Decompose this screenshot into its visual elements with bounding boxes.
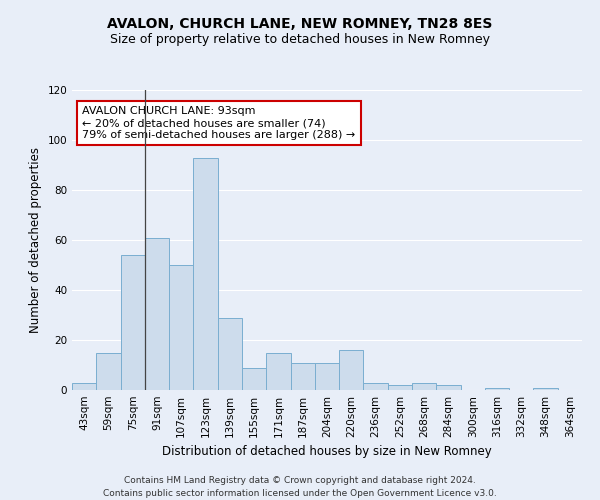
- Bar: [121, 255, 145, 390]
- Bar: [315, 362, 339, 390]
- Text: Contains HM Land Registry data © Crown copyright and database right 2024.: Contains HM Land Registry data © Crown c…: [124, 476, 476, 485]
- Bar: [388, 385, 412, 390]
- Text: Contains public sector information licensed under the Open Government Licence v3: Contains public sector information licen…: [103, 489, 497, 498]
- Bar: [412, 382, 436, 390]
- Bar: [145, 238, 169, 390]
- Bar: [218, 318, 242, 390]
- Text: Size of property relative to detached houses in New Romney: Size of property relative to detached ho…: [110, 32, 490, 46]
- Bar: [242, 368, 266, 390]
- Bar: [193, 158, 218, 390]
- Bar: [266, 352, 290, 390]
- Bar: [364, 382, 388, 390]
- Text: AVALON, CHURCH LANE, NEW ROMNEY, TN28 8ES: AVALON, CHURCH LANE, NEW ROMNEY, TN28 8E…: [107, 18, 493, 32]
- Bar: [290, 362, 315, 390]
- Bar: [72, 382, 96, 390]
- Text: AVALON CHURCH LANE: 93sqm
← 20% of detached houses are smaller (74)
79% of semi-: AVALON CHURCH LANE: 93sqm ← 20% of detac…: [82, 106, 355, 140]
- Bar: [339, 350, 364, 390]
- X-axis label: Distribution of detached houses by size in New Romney: Distribution of detached houses by size …: [162, 446, 492, 458]
- Bar: [169, 265, 193, 390]
- Bar: [436, 385, 461, 390]
- Bar: [485, 388, 509, 390]
- Y-axis label: Number of detached properties: Number of detached properties: [29, 147, 42, 333]
- Bar: [96, 352, 121, 390]
- Bar: [533, 388, 558, 390]
